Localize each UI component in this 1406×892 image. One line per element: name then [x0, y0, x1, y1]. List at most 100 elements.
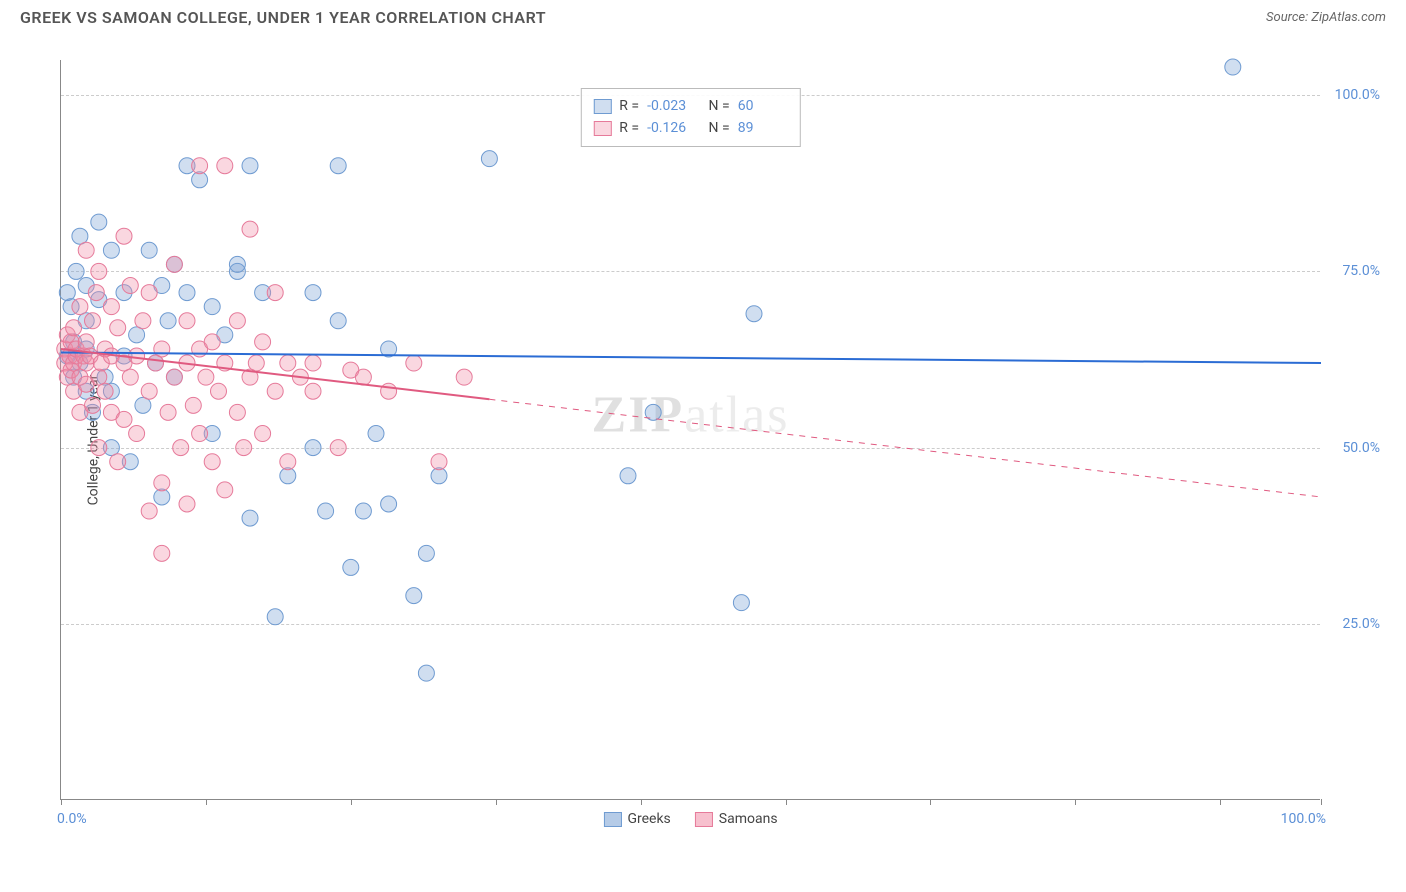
- x-tick: [1321, 799, 1322, 805]
- n-value-samoans: 89: [738, 117, 788, 139]
- legend-item-greeks: Greeks: [603, 811, 670, 827]
- data-point: [211, 383, 227, 399]
- data-point: [116, 411, 132, 427]
- stats-row-samoans: R =-0.126 N =89: [593, 117, 787, 139]
- data-point: [141, 503, 157, 519]
- data-point: [620, 468, 636, 484]
- bottom-legend: Greeks Samoans: [603, 811, 777, 827]
- data-point: [141, 383, 157, 399]
- data-point: [418, 545, 434, 561]
- data-point: [141, 242, 157, 258]
- data-point: [129, 426, 145, 442]
- data-point: [204, 454, 220, 470]
- chart-title: GREEK VS SAMOAN COLLEGE, UNDER 1 YEAR CO…: [20, 8, 546, 27]
- x-tick: [930, 799, 931, 805]
- data-point: [97, 383, 113, 399]
- data-point: [330, 158, 346, 174]
- data-point: [179, 285, 195, 301]
- data-point: [122, 278, 138, 294]
- data-point: [381, 383, 397, 399]
- scatter-svg: [61, 60, 1320, 799]
- data-point: [78, 334, 94, 350]
- data-point: [160, 404, 176, 420]
- data-point: [242, 510, 258, 526]
- data-point: [72, 299, 88, 315]
- data-point: [66, 320, 82, 336]
- x-tick: [641, 799, 642, 805]
- data-point: [280, 355, 296, 371]
- x-tick: [1220, 799, 1221, 805]
- data-point: [318, 503, 334, 519]
- data-point: [242, 158, 258, 174]
- y-tick-label: 50.0%: [1342, 440, 1380, 456]
- data-point: [192, 158, 208, 174]
- data-point: [78, 242, 94, 258]
- x-tick: [206, 799, 207, 805]
- legend-swatch-samoans: [695, 812, 713, 827]
- data-point: [68, 263, 84, 279]
- data-point: [110, 320, 126, 336]
- data-point: [746, 306, 762, 322]
- data-point: [229, 404, 245, 420]
- data-point: [330, 440, 346, 456]
- data-point: [103, 242, 119, 258]
- chart-container: College, Under 1 year 25.0%50.0%75.0%100…: [20, 40, 1386, 840]
- data-point: [229, 256, 245, 272]
- data-point: [91, 263, 107, 279]
- data-point: [141, 285, 157, 301]
- plot-area: 25.0%50.0%75.0%100.0% ZIPatlas R =-0.023…: [60, 60, 1320, 800]
- x-tick: [496, 799, 497, 805]
- data-point: [179, 496, 195, 512]
- n-value-greeks: 60: [738, 95, 788, 117]
- data-point: [305, 440, 321, 456]
- x-tick: [786, 799, 787, 805]
- y-tick-label: 75.0%: [1342, 263, 1380, 279]
- data-point: [343, 559, 359, 575]
- data-point: [154, 475, 170, 491]
- data-point: [148, 355, 164, 371]
- r-value-greeks: -0.023: [647, 95, 697, 117]
- legend-label-samoans: Samoans: [719, 811, 778, 827]
- data-point: [481, 151, 497, 167]
- data-point: [122, 369, 138, 385]
- data-point: [406, 355, 422, 371]
- data-point: [88, 285, 104, 301]
- data-point: [192, 426, 208, 442]
- y-tick-label: 25.0%: [1342, 616, 1380, 632]
- stats-row-greeks: R =-0.023 N =60: [593, 95, 787, 117]
- x-axis-min-label: 0.0%: [57, 811, 87, 827]
- data-point: [255, 426, 271, 442]
- data-point: [733, 595, 749, 611]
- data-point: [418, 665, 434, 681]
- data-point: [59, 285, 75, 301]
- data-point: [135, 313, 151, 329]
- data-point: [116, 228, 132, 244]
- data-point: [129, 348, 145, 364]
- data-point: [267, 383, 283, 399]
- data-point: [280, 454, 296, 470]
- data-point: [255, 334, 271, 350]
- data-point: [431, 454, 447, 470]
- data-point: [229, 313, 245, 329]
- data-point: [217, 482, 233, 498]
- data-point: [91, 440, 107, 456]
- data-point: [91, 369, 107, 385]
- data-point: [154, 545, 170, 561]
- data-point: [204, 334, 220, 350]
- data-point: [236, 440, 252, 456]
- legend-item-samoans: Samoans: [695, 811, 778, 827]
- legend-label-greeks: Greeks: [627, 811, 670, 827]
- data-point: [267, 285, 283, 301]
- data-point: [330, 313, 346, 329]
- data-point: [355, 369, 371, 385]
- data-point: [1225, 59, 1241, 75]
- data-point: [166, 369, 182, 385]
- data-point: [166, 256, 182, 272]
- data-point: [406, 588, 422, 604]
- data-point: [305, 355, 321, 371]
- trend-line-dashed: [489, 399, 1321, 497]
- data-point: [179, 313, 195, 329]
- legend-swatch-greeks: [603, 812, 621, 827]
- swatch-greeks: [593, 99, 611, 114]
- r-value-samoans: -0.126: [647, 117, 697, 139]
